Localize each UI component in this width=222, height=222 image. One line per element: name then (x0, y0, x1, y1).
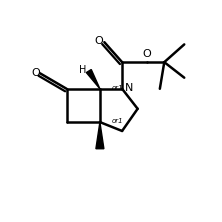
Polygon shape (86, 69, 100, 89)
Text: O: O (94, 36, 103, 46)
Text: or1: or1 (112, 85, 124, 91)
Text: N: N (125, 83, 133, 93)
Text: or1: or1 (112, 118, 124, 124)
Text: H: H (79, 65, 86, 75)
Text: O: O (31, 68, 40, 78)
Polygon shape (96, 122, 104, 149)
Text: O: O (142, 49, 151, 59)
